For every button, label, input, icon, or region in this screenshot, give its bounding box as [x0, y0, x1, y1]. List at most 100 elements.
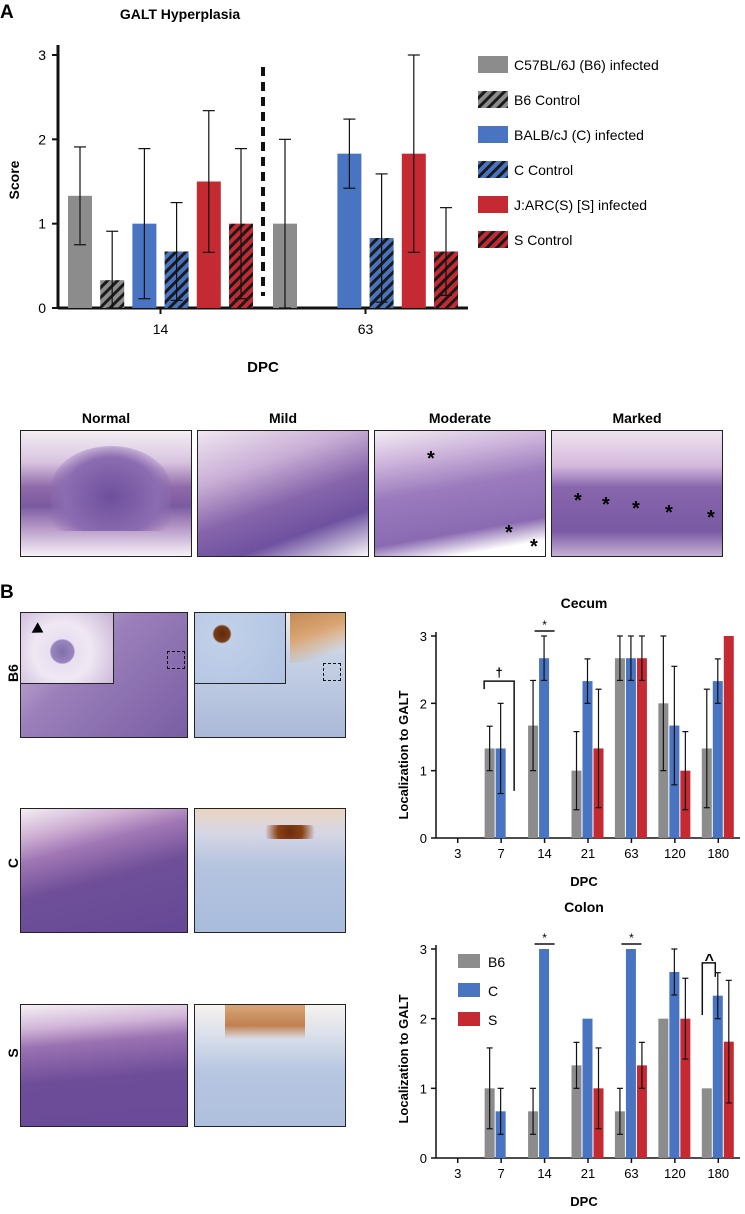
x-tick-label: 180	[707, 846, 729, 861]
y-tick-label: 1	[38, 216, 46, 232]
asterisk-marker: *	[505, 522, 513, 544]
x-tick-label: 7	[498, 1166, 505, 1181]
legend-label: BALB/cJ (C) infected	[514, 127, 644, 143]
legend-label: B6 Control	[514, 92, 580, 108]
chart-a-y-axis-label: Score	[6, 160, 22, 199]
bar-c	[712, 681, 723, 838]
bar-b6	[658, 1018, 669, 1158]
y-tick-label: 2	[38, 131, 46, 147]
significance-marker: †	[496, 665, 503, 680]
asterisk-marker: *	[530, 536, 538, 557]
y-tick-label: 0	[38, 300, 46, 316]
legend-swatch	[478, 231, 508, 248]
bar-b6	[571, 1065, 582, 1158]
bar-c	[582, 681, 593, 838]
histology-label-mild: Mild	[269, 410, 297, 426]
x-tick-label: 14	[153, 321, 169, 337]
asterisk-marker: *	[602, 494, 610, 516]
colon-chart: Colon Localization to GALT DPC 0 1 2 3 3 7 14 2…	[396, 899, 740, 1209]
x-tick-label: 63	[358, 321, 374, 337]
inset-magnified	[21, 613, 114, 684]
significance-bracket	[483, 680, 515, 791]
significance-marker: *	[542, 931, 547, 945]
x-tick-label: 180	[707, 1166, 729, 1181]
histology-label-marked: Marked	[612, 410, 662, 426]
legend-label: C	[488, 983, 498, 999]
asterisk-marker: *	[427, 448, 435, 470]
x-tick-label: 21	[581, 846, 595, 861]
histology-he-b6	[20, 612, 188, 738]
bar-b6	[614, 658, 625, 838]
chart-colon-x-axis-label: DPC	[570, 1194, 598, 1209]
inset-magnified	[195, 613, 286, 684]
x-tick-label: 3	[454, 1166, 461, 1181]
legend-swatch	[458, 1012, 480, 1026]
y-tick-label: 2	[420, 1012, 427, 1027]
histology-he-c	[20, 808, 188, 933]
legend-swatch	[478, 56, 508, 73]
legend-label: B6	[488, 954, 505, 970]
row-label-b6: B6	[5, 664, 21, 682]
bar-c	[625, 949, 636, 1158]
chart-cecum-x-axis-label: DPC	[570, 874, 598, 889]
chart-a-x-axis-label: DPC	[247, 359, 279, 376]
asterisk-marker: *	[574, 490, 582, 512]
x-tick-label: 14	[537, 846, 551, 861]
bar-c	[712, 995, 723, 1158]
legend-swatch	[478, 161, 508, 178]
chart-cecum-y-axis-label: Localization to GALT	[396, 690, 411, 819]
y-tick-label: 1	[420, 764, 427, 779]
bar-c	[625, 658, 636, 838]
x-tick-label: 7	[498, 846, 505, 861]
bar-s	[723, 636, 734, 838]
legend-swatch	[478, 196, 508, 213]
row-label-s: S	[5, 1048, 21, 1058]
cecum-chart: Cecum Localization to GALT DPC 0 1 2 3 3 7 14 2…	[396, 595, 740, 889]
y-tick-label: 3	[420, 942, 427, 957]
x-tick-label: 63	[624, 1166, 638, 1181]
bar-c	[539, 949, 550, 1158]
dashed-region-box	[167, 651, 185, 669]
x-tick-label: 14	[537, 1166, 551, 1181]
x-tick-label: 63	[624, 846, 638, 861]
y-tick-label: 0	[420, 1151, 427, 1166]
y-tick-label: 1	[420, 1081, 427, 1096]
significance-marker: *	[542, 618, 547, 632]
chart-a-title: GALT Hyperplasia	[120, 6, 241, 22]
histology-label-moderate: Moderate	[428, 410, 492, 426]
asterisk-marker: *	[632, 498, 640, 520]
row-label-c: C	[5, 857, 21, 869]
panel-letter-b: B	[0, 582, 14, 603]
histology-ihc-c	[194, 808, 346, 933]
legend-swatch	[458, 954, 480, 968]
significance-marker: ^	[705, 952, 714, 969]
x-tick-label: 120	[664, 846, 686, 861]
chart-cecum-title: Cecum	[561, 595, 608, 611]
significance-marker: *	[629, 931, 634, 945]
legend-label: C Control	[514, 162, 573, 178]
legend-swatch	[458, 983, 480, 997]
bar-c	[669, 971, 680, 1158]
bar-s	[680, 1018, 691, 1158]
bar-s	[636, 1065, 647, 1158]
histology-image-marked: * * * * *	[551, 430, 723, 557]
x-tick-label: 21	[581, 1166, 595, 1181]
bar-c	[582, 1018, 593, 1158]
bar-b6	[484, 748, 495, 838]
legend-swatch	[478, 91, 508, 108]
legend-swatch	[478, 126, 508, 143]
chart-colon-y-axis-label: Localization to GALT	[396, 994, 411, 1123]
histology-image-mild	[197, 430, 369, 557]
bar-b6	[528, 725, 539, 838]
histology-he-s	[20, 1004, 188, 1127]
y-tick-label: 2	[420, 696, 427, 711]
y-tick-label: 0	[420, 831, 427, 846]
histology-ihc-b6	[194, 612, 346, 738]
legend-label: C57BL/6J (B6) infected	[514, 57, 659, 73]
histology-image-normal	[20, 430, 192, 557]
bar-s	[636, 658, 647, 838]
bar-c	[539, 658, 550, 838]
y-tick-label: 3	[38, 47, 46, 63]
significance-bracket	[701, 962, 717, 1016]
histology-image-moderate: * * *	[374, 430, 546, 557]
